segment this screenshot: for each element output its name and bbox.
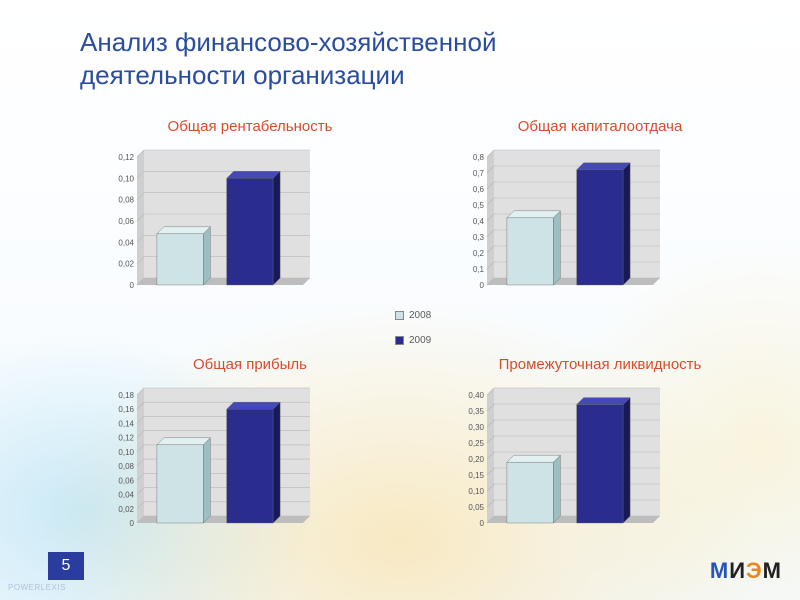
miem-logo: МИЭМ: [710, 558, 782, 584]
svg-text:0,12: 0,12: [118, 434, 134, 443]
svg-text:0,7: 0,7: [473, 169, 485, 178]
svg-text:0,08: 0,08: [118, 462, 134, 471]
svg-text:0,15: 0,15: [468, 471, 484, 480]
chart-capital-return-title: Общая капиталоотдача: [460, 118, 740, 135]
svg-text:0,8: 0,8: [473, 153, 485, 162]
svg-text:0,10: 0,10: [118, 448, 134, 457]
svg-text:0: 0: [130, 519, 135, 528]
svg-text:0,35: 0,35: [468, 407, 484, 416]
miem-letter: М: [763, 558, 782, 583]
svg-text:0,30: 0,30: [468, 423, 484, 432]
title-line-2: деятельности организации: [80, 60, 405, 90]
chart-profitability-title: Общая рентабельность: [110, 118, 390, 135]
svg-text:0: 0: [130, 281, 135, 290]
svg-text:0,18: 0,18: [118, 391, 134, 400]
svg-text:0,40: 0,40: [468, 391, 484, 400]
powerlexis-logo-text: POWERLEXIS: [8, 583, 66, 592]
svg-text:0,14: 0,14: [118, 419, 134, 428]
chart-profitability: 0 0,02 0,04 0,06 0,08 0,10 0,12: [110, 142, 340, 302]
svg-text:0,02: 0,02: [118, 505, 134, 514]
svg-text:0,12: 0,12: [118, 153, 134, 162]
legend-item-2008: 2008: [395, 310, 431, 321]
svg-text:0,5: 0,5: [473, 201, 485, 210]
legend-swatch-2009: [395, 336, 404, 345]
svg-text:0,25: 0,25: [468, 439, 484, 448]
svg-text:0,3: 0,3: [473, 233, 485, 242]
chart-profit-title: Общая прибыль: [110, 356, 390, 373]
svg-text:0,04: 0,04: [118, 491, 134, 500]
svg-text:0,06: 0,06: [118, 217, 134, 226]
title-line-1: Анализ финансово-хозяйственной: [80, 27, 496, 57]
legend-swatch-2008: [395, 311, 404, 320]
miem-letter: М: [710, 558, 729, 583]
slide-title: Анализ финансово-хозяйственной деятельно…: [80, 26, 496, 91]
chart-profit: 0 0,02 0,04 0,06 0,08 0,10 0,12 0,14 0,16 0,18: [110, 380, 340, 540]
svg-text:0,6: 0,6: [473, 185, 485, 194]
page-number-box: 5: [48, 552, 84, 580]
svg-text:0,16: 0,16: [118, 405, 134, 414]
svg-text:0,02: 0,02: [118, 260, 134, 269]
legend-item-2009: 2009: [395, 335, 431, 346]
miem-letter: Э: [746, 558, 763, 583]
svg-text:0,10: 0,10: [468, 487, 484, 496]
chart-liquidity-title: Промежуточная ликвидность: [460, 356, 740, 373]
legend-label-2009: 2009: [409, 335, 431, 346]
svg-text:0,1: 0,1: [473, 265, 485, 274]
svg-text:0,10: 0,10: [118, 174, 134, 183]
miem-letter: И: [729, 558, 746, 583]
svg-text:0,04: 0,04: [118, 238, 134, 247]
legend-label-2008: 2008: [409, 310, 431, 321]
svg-text:0,06: 0,06: [118, 476, 134, 485]
chart-liquidity: 0 0,05 0,10 0,15 0,20 0,25 0,30 0,35 0,40: [460, 380, 690, 540]
svg-text:0,20: 0,20: [468, 455, 484, 464]
legend: 2008 2009: [395, 310, 431, 360]
chart-capital-return: 0 0,1 0,2 0,3 0,4 0,5 0,6 0,7 0,8: [460, 142, 690, 302]
svg-text:0,4: 0,4: [473, 217, 485, 226]
svg-text:0,2: 0,2: [473, 249, 485, 258]
svg-text:0: 0: [480, 519, 485, 528]
svg-text:0,08: 0,08: [118, 196, 134, 205]
svg-text:0: 0: [480, 281, 485, 290]
page-number: 5: [62, 557, 71, 575]
svg-text:0,05: 0,05: [468, 503, 484, 512]
